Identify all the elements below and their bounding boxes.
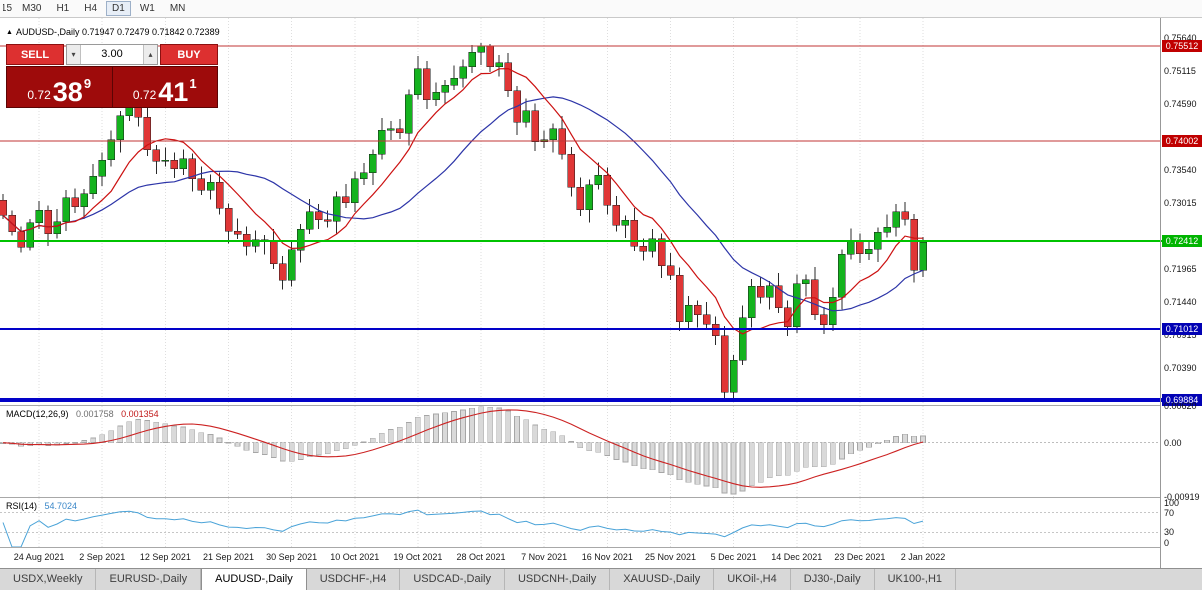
chart-symbol-header: ▲ AUDUSD-,Daily 0.71947 0.72479 0.71842 0…: [6, 27, 220, 37]
macd-signal-value: 0.001354: [121, 409, 159, 419]
date-label: 5 Dec 2021: [710, 552, 757, 562]
chart-tab-eurusd-daily[interactable]: EURUSD-,Daily: [96, 569, 202, 590]
one-click-collapse-icon[interactable]: ▲: [6, 29, 13, 36]
chart-tab-audusd-daily[interactable]: AUDUSD-,Daily: [201, 569, 307, 590]
chart-tab-xauusd-daily[interactable]: XAUUSD-,Daily: [610, 569, 715, 590]
date-label: 25 Nov 2021: [644, 552, 696, 562]
timeframe-button-h1[interactable]: H1: [56, 3, 70, 14]
price-axis-label: 0.71965: [1164, 264, 1197, 275]
rsi-header: RSI(14) 54.7024: [6, 501, 77, 511]
ask-big-digits: 41: [158, 76, 189, 107]
bid-big-digits: 38: [52, 76, 83, 107]
date-label: 24 Aug 2021: [13, 552, 65, 562]
rsi-axis-label: 100: [1164, 498, 1180, 508]
bid-price-display[interactable]: 0.72 38 9: [7, 67, 113, 107]
rsi-indicator-panel[interactable]: RSI(14) 54.7024: [0, 498, 1160, 547]
chart-tab-bar: USDX,Weekly EURUSD-,Daily AUDUSD-,Daily USD…: [0, 568, 1202, 590]
date-label: 21 Sep 2021: [202, 552, 255, 562]
macd-main-value: 0.001758: [76, 409, 114, 419]
timeframe-toolbar: M15 M30 H1 H4 D1 W1 MN: [0, 0, 1202, 18]
price-axis-label: 0.74590: [1164, 98, 1197, 109]
macd-label: MACD(12,26,9): [6, 409, 69, 419]
volume-value[interactable]: 3.00: [101, 48, 123, 60]
price-axis-label: 0.71440: [1164, 297, 1197, 308]
date-label: 2 Jan 2022: [900, 552, 946, 562]
price-axis-label: 0.75115: [1164, 65, 1196, 76]
date-label: 2 Sep 2021: [79, 552, 126, 562]
macd-panel-splitter[interactable]: [0, 405, 1202, 406]
candlestick-chart-canvas[interactable]: [0, 18, 1160, 405]
rsi-chart-canvas[interactable]: [0, 498, 1160, 547]
price-axis-label: 0.70915: [1164, 330, 1197, 341]
rsi-axis-label: 0: [1164, 538, 1170, 548]
price-axis-label: 0.73015: [1164, 198, 1197, 209]
ask-price-display[interactable]: 0.72 41 1: [112, 67, 217, 107]
macd-axis-label: 0.00620: [1164, 401, 1197, 411]
price-axis-label: 0.75640: [1164, 32, 1197, 43]
symbol-ohlc-text: AUDUSD-,Daily 0.71947 0.72479 0.71842 0.…: [15, 27, 220, 37]
date-label: 23 Dec 2021: [834, 552, 886, 562]
timeframe-button-mn[interactable]: MN: [169, 3, 186, 14]
rsi-panel-splitter[interactable]: [0, 497, 1202, 498]
date-label: 16 Nov 2021: [581, 552, 633, 562]
bid-prefix: 0.72: [27, 88, 51, 102]
date-axis[interactable]: 24 Aug 2021 2 Sep 2021 12 Sep 2021 21 Sep 2…: [0, 548, 1160, 568]
bid-pipette: 9: [83, 76, 92, 91]
volume-control: ▾ 3.00 ▴: [66, 44, 158, 65]
price-axis-label: 0.70390: [1164, 363, 1197, 374]
chart-tab-usdcad-daily[interactable]: USDCAD-,Daily: [400, 569, 505, 590]
ask-prefix: 0.72: [132, 88, 157, 102]
volume-up-button[interactable]: ▴: [143, 45, 157, 64]
date-label: 14 Dec 2021: [771, 552, 823, 562]
timeframe-button-w1[interactable]: W1: [139, 3, 155, 14]
macd-indicator-panel[interactable]: MACD(12,26,9) 0.001758 0.001354: [0, 406, 1160, 497]
date-label: 19 Oct 2021: [393, 552, 443, 562]
rsi-axis-label: 70: [1164, 507, 1175, 518]
timeframe-button-m15[interactable]: M15: [3, 3, 12, 14]
date-axis-splitter: [0, 547, 1202, 548]
sell-button[interactable]: SELL: [6, 44, 64, 65]
price-badge: 0.74002: [1162, 134, 1202, 147]
macd-axis-label: -0.00919: [1164, 492, 1200, 502]
rsi-axis-label: 30: [1164, 527, 1175, 538]
volume-down-button[interactable]: ▾: [67, 45, 81, 64]
price-badge: 0.71012: [1162, 323, 1202, 336]
date-label: 10 Oct 2021: [330, 552, 380, 562]
date-label: 28 Oct 2021: [456, 552, 506, 562]
macd-axis-label: 0.00: [1164, 437, 1182, 448]
rsi-value: 54.7024: [44, 501, 78, 511]
price-chart-panel[interactable]: ▲ AUDUSD-,Daily 0.71947 0.72479 0.71842 0…: [0, 18, 1160, 405]
macd-chart-canvas[interactable]: [0, 406, 1160, 497]
timeframe-button-m30[interactable]: M30: [22, 3, 42, 14]
chart-tab-usdchf-h4[interactable]: USDCHF-,H4: [307, 569, 401, 590]
date-label: 12 Sep 2021: [139, 552, 191, 562]
date-label: 30 Sep 2021: [266, 552, 318, 562]
price-badge: 0.75512: [1162, 39, 1202, 52]
chart-tab-usdcnh-daily[interactable]: USDCNH-,Daily: [505, 569, 611, 590]
buy-button[interactable]: BUY: [160, 44, 218, 65]
rsi-label: RSI(14): [6, 501, 38, 511]
price-axis[interactable]: 0.75640 0.75115 0.74590 0.73540 0.73015 0.719…: [1160, 18, 1202, 568]
ask-pipette: 1: [189, 76, 197, 91]
price-badge: 0.72412: [1162, 235, 1202, 247]
chart-tab-ukoil-h4[interactable]: UKOil-,H4: [714, 569, 791, 590]
chart-tab-uk100-h1[interactable]: UK100-,H1: [875, 569, 957, 590]
one-click-trading-panel: SELL ▾ 3.00 ▴ BUY 0.72 38 9 0.72 41 1: [6, 44, 218, 108]
timeframe-button-d1[interactable]: D1: [106, 1, 131, 16]
chart-tab-dj30-daily[interactable]: DJ30-,Daily: [791, 569, 875, 590]
date-label: 7 Nov 2021: [521, 552, 568, 562]
macd-header: MACD(12,26,9) 0.001758 0.001354: [6, 409, 159, 419]
chart-tab-usdx-weekly[interactable]: USDX,Weekly: [0, 569, 97, 590]
timeframe-button-h4[interactable]: H4: [84, 3, 98, 14]
price-badge: 0.69884: [1162, 394, 1202, 407]
price-axis-label: 0.73540: [1164, 165, 1197, 176]
